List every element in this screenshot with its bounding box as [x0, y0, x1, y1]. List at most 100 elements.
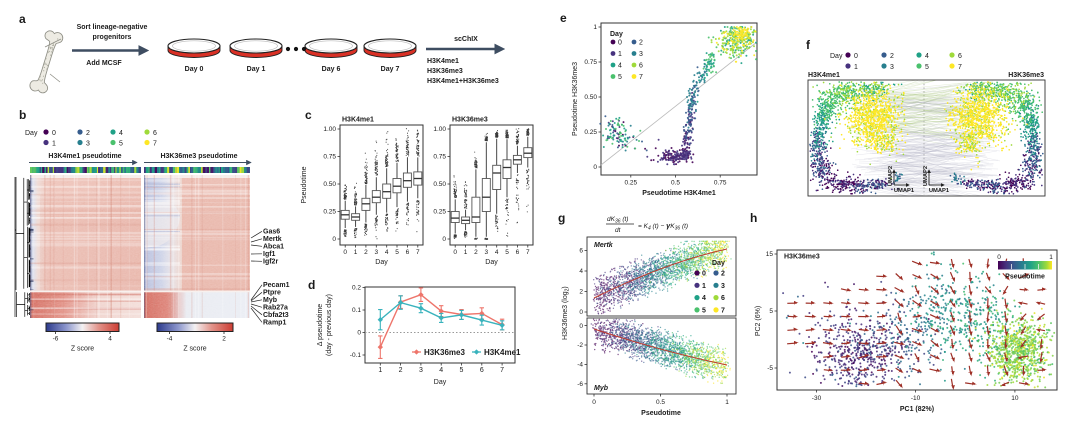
svg-text:-0.1: -0.1	[350, 352, 362, 359]
svg-text:7: 7	[526, 249, 530, 256]
svg-text:H3K36me3 (log2): H3K36me3 (log2)	[562, 286, 571, 340]
svg-text:0: 0	[579, 309, 583, 316]
svg-text:Day 0: Day 0	[185, 66, 204, 73]
svg-text:7: 7	[153, 141, 157, 148]
svg-text:c: c	[305, 108, 312, 122]
svg-text:Pseudotime: Pseudotime	[1005, 274, 1045, 281]
svg-text:e: e	[560, 11, 567, 25]
svg-text:Pseudotime: Pseudotime	[301, 166, 308, 203]
svg-text:a: a	[19, 12, 26, 26]
svg-text:0: 0	[854, 53, 858, 60]
svg-text:Pecam1: Pecam1	[263, 282, 290, 289]
svg-text:0: 0	[702, 271, 706, 278]
svg-text:0: 0	[579, 323, 583, 330]
svg-text:Day: Day	[712, 260, 725, 267]
svg-text:Day: Day	[610, 31, 623, 38]
svg-text:1: 1	[702, 283, 706, 290]
svg-text:5: 5	[119, 141, 123, 148]
svg-text:5: 5	[702, 307, 706, 314]
svg-text:4: 4	[702, 295, 706, 302]
svg-text:Day 7: Day 7	[381, 66, 400, 73]
svg-text:3: 3	[419, 367, 423, 374]
svg-text:3: 3	[374, 249, 378, 256]
svg-text:2: 2	[222, 336, 226, 343]
svg-text:-4: -4	[577, 362, 583, 369]
svg-text:Z score: Z score	[183, 346, 206, 353]
svg-text:7: 7	[416, 249, 420, 256]
svg-text:Cbfa2t3: Cbfa2t3	[263, 312, 289, 319]
svg-text:5: 5	[925, 64, 929, 71]
svg-text:-30: -30	[812, 395, 822, 402]
svg-text:2: 2	[890, 53, 894, 60]
svg-text:0.25: 0.25	[323, 209, 336, 216]
svg-text:dK36 (t): dK36 (t)	[607, 216, 628, 225]
svg-text:4: 4	[119, 130, 123, 137]
svg-text:0.5: 0.5	[671, 180, 680, 187]
svg-text:Pseudotime H3K4me1: Pseudotime H3K4me1	[642, 190, 716, 197]
svg-text:Z score: Z score	[71, 346, 94, 353]
svg-text:6: 6	[406, 249, 410, 256]
svg-text:0.25: 0.25	[584, 129, 597, 136]
svg-text:5: 5	[505, 249, 509, 256]
svg-text:3: 3	[639, 51, 643, 58]
svg-text:H3K4me1: H3K4me1	[342, 117, 374, 124]
svg-text:0.5: 0.5	[656, 399, 665, 406]
svg-text:Ramp1: Ramp1	[263, 320, 286, 327]
svg-text:6: 6	[480, 367, 484, 374]
svg-text:7: 7	[958, 64, 962, 71]
svg-text:1: 1	[725, 399, 729, 406]
svg-text:g: g	[558, 211, 565, 225]
svg-text:0: 0	[453, 249, 457, 256]
svg-text:Δ pseudotime: Δ pseudotime	[317, 304, 324, 347]
svg-text:Day: Day	[830, 53, 843, 60]
svg-text:0: 0	[592, 399, 596, 406]
svg-text:Abca1: Abca1	[263, 244, 284, 251]
svg-text:Day: Day	[375, 259, 388, 266]
svg-text:b: b	[19, 108, 26, 122]
svg-text:Day 1: Day 1	[247, 66, 266, 73]
svg-text:Sort lineage-negative: Sort lineage-negative	[77, 24, 148, 31]
svg-text:scChIX: scChIX	[454, 36, 478, 43]
svg-text:H3K36me3: H3K36me3	[452, 117, 488, 124]
svg-text:6: 6	[958, 53, 962, 60]
svg-text:6: 6	[579, 248, 583, 255]
svg-text:Myb: Myb	[263, 297, 277, 304]
svg-text:-4: -4	[167, 336, 173, 343]
svg-text:PC1 (82%): PC1 (82%)	[900, 406, 934, 413]
svg-text:Day 6: Day 6	[322, 66, 341, 73]
svg-text:Mertk: Mertk	[594, 242, 614, 249]
svg-text:H3K36me3: H3K36me3	[784, 254, 820, 261]
svg-text:-5: -5	[767, 365, 773, 372]
svg-text:Day: Day	[485, 259, 498, 266]
svg-text:progenitors: progenitors	[93, 34, 132, 41]
svg-text:H3K4me1: H3K4me1	[484, 348, 521, 357]
svg-text:f: f	[806, 38, 811, 52]
svg-text:4: 4	[385, 249, 389, 256]
svg-text:Rab27a: Rab27a	[263, 305, 288, 312]
svg-text:1: 1	[354, 249, 358, 256]
svg-text:4: 4	[925, 53, 929, 60]
svg-text:H3K36me3: H3K36me3	[427, 68, 463, 75]
svg-text:(day - previous day): (day - previous day)	[326, 294, 333, 356]
svg-text:UMAP2: UMAP2	[888, 166, 894, 186]
svg-text:0: 0	[618, 40, 622, 47]
svg-text:0: 0	[343, 249, 347, 256]
svg-text:2: 2	[364, 249, 368, 256]
svg-text:0: 0	[593, 164, 597, 171]
svg-text:0.50: 0.50	[433, 181, 446, 188]
svg-text:H3K4me1 pseudotime: H3K4me1 pseudotime	[48, 153, 121, 160]
svg-text:0.25: 0.25	[433, 209, 446, 216]
svg-text:H3K4me1: H3K4me1	[808, 72, 840, 79]
svg-text:H3K36me3 pseudotime: H3K36me3 pseudotime	[160, 153, 237, 160]
svg-text:Igf2r: Igf2r	[263, 259, 278, 266]
svg-text:0.50: 0.50	[323, 181, 336, 188]
svg-text:UMAP1: UMAP1	[929, 188, 950, 194]
svg-text:7: 7	[721, 307, 725, 314]
svg-text:= K4 (t) − γK36 (t): = K4 (t) − γK36 (t)	[638, 221, 688, 232]
svg-text:5: 5	[769, 308, 773, 315]
svg-text:4: 4	[579, 268, 583, 275]
svg-text:H3K4me1+H3K36me3: H3K4me1+H3K36me3	[427, 78, 499, 85]
svg-text:0.25: 0.25	[624, 180, 637, 187]
svg-text:1: 1	[464, 249, 468, 256]
svg-text:1: 1	[52, 141, 56, 148]
